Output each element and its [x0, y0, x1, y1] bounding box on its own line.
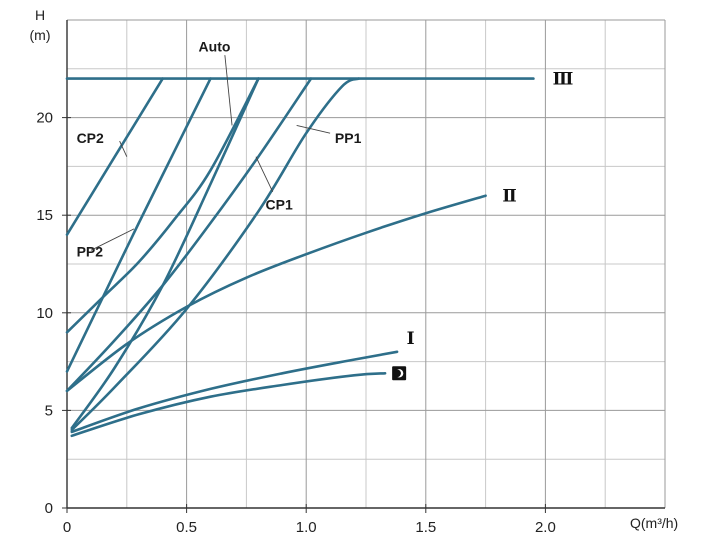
x-tick-label: 2.0 — [535, 519, 556, 536]
y-tick-label: 20 — [36, 110, 53, 127]
x-tick-label: 0.5 — [176, 519, 197, 536]
y-tick-label: 15 — [36, 207, 53, 224]
leader-line — [90, 228, 135, 251]
x-tick-label: 0 — [63, 519, 71, 536]
curve-label-auto: Auto — [199, 38, 231, 54]
grid — [67, 19, 666, 508]
curve-label-cp2: CP2 — [77, 130, 104, 146]
curve-label-roman-2: Ⅱ — [502, 187, 516, 207]
series-line-pp2 — [65, 77, 260, 334]
series-line-night — [70, 372, 387, 438]
leader-line — [296, 124, 331, 134]
y-axis-title: H — [35, 7, 45, 23]
series-line-pp1 — [70, 77, 361, 432]
series-line-i — [70, 350, 399, 434]
y-tick-label: 10 — [36, 305, 53, 322]
y-tick-label: 5 — [45, 402, 53, 419]
curve-label-pp1: PP1 — [335, 130, 362, 146]
leader-line — [224, 55, 233, 126]
x-tick-label: 1.0 — [296, 519, 317, 536]
night-mode-icon — [392, 366, 407, 381]
series-line-cp1 — [65, 77, 313, 393]
series-line-auto — [65, 77, 212, 373]
x-axis-title: Q(m³/h) — [630, 515, 678, 531]
series-line-cp2 — [65, 77, 164, 236]
leader-line — [119, 140, 128, 157]
curve-label-roman-3: Ⅰ — [407, 329, 415, 349]
curve-label-cp1: CP1 — [266, 196, 293, 212]
leader-line — [255, 156, 274, 192]
curve-label-roman-1: Ⅲ — [553, 70, 574, 90]
series-group — [65, 77, 535, 438]
x-tick-label: 1.5 — [415, 519, 436, 536]
y-axis-unit: (m) — [30, 27, 51, 43]
y-tick-label: 0 — [45, 500, 53, 517]
axes: 0 0.5 1.0 1.5 2.0 0 5 10 15 20 — [36, 20, 665, 536]
series-line-auto-low — [70, 77, 260, 430]
